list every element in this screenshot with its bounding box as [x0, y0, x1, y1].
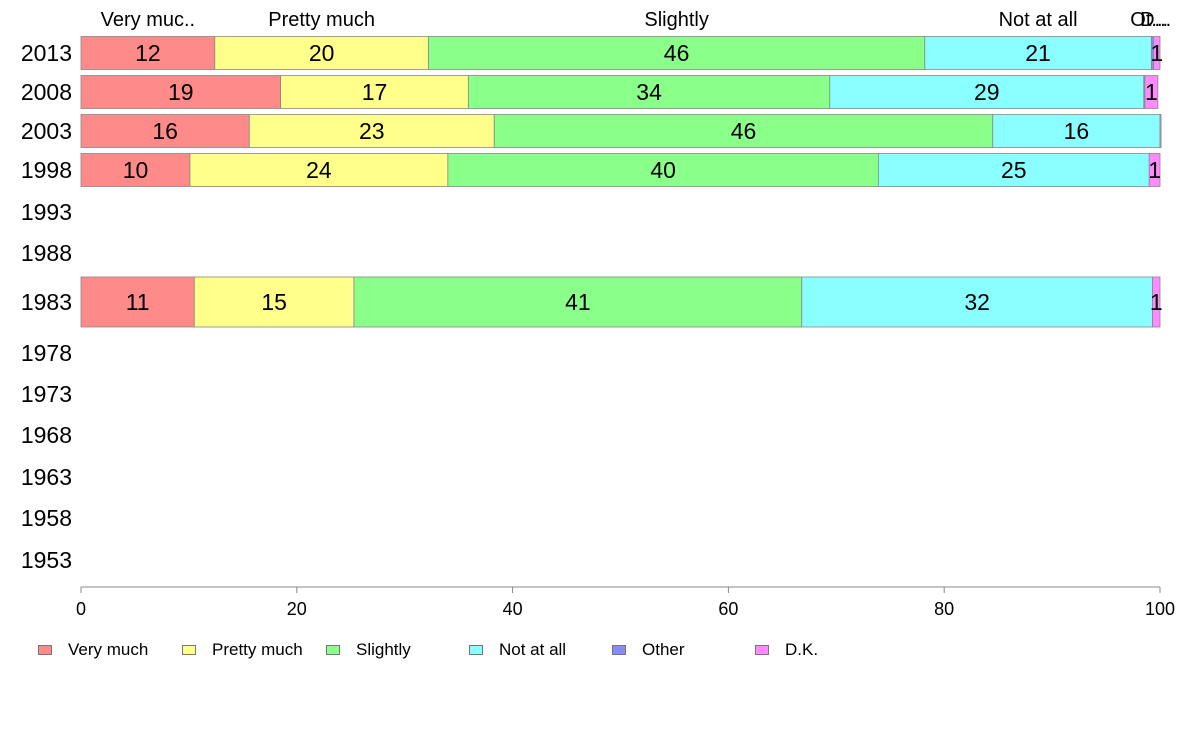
bar-segment: [80, 276, 195, 328]
x-tick-label: 40: [503, 599, 523, 619]
bar-segment: [467, 75, 831, 109]
legend-label: Slightly: [356, 640, 411, 659]
y-tick-label: 1983: [21, 289, 72, 315]
data-label: 24: [306, 157, 332, 183]
legend-swatch: [38, 645, 52, 655]
data-label: 12: [135, 40, 161, 66]
x-tick-label: 0: [76, 599, 86, 619]
data-label: 1: [1150, 40, 1163, 66]
data-label: 19: [168, 79, 194, 105]
x-tick-label: 80: [934, 599, 954, 619]
bar-segment: [877, 153, 1150, 187]
bar-segment: [353, 276, 803, 328]
bar-segment: [1144, 75, 1159, 109]
x-tick-label: 20: [287, 599, 307, 619]
top-category-label: Pretty much: [268, 9, 375, 31]
bar-segment: [80, 75, 282, 109]
data-label: 1: [1145, 79, 1158, 105]
data-label: 1: [1150, 289, 1163, 315]
y-tick-label: 1963: [21, 464, 72, 490]
legend-label: Other: [642, 640, 685, 659]
data-label: 40: [650, 157, 676, 183]
data-label: 46: [731, 118, 757, 144]
x-tick-label: 100: [1145, 599, 1175, 619]
bar-segment: [1159, 114, 1162, 148]
bar-segment: [1153, 36, 1161, 70]
legend-item: Pretty much: [182, 640, 303, 660]
legend-item: Other: [612, 640, 685, 660]
bar-segment: [214, 36, 429, 70]
x-tick-label: 60: [718, 599, 738, 619]
y-tick-label: 1988: [21, 240, 72, 266]
legend-swatch: [469, 645, 483, 655]
top-category-label: Very muc..: [101, 9, 195, 31]
data-label: 16: [152, 118, 178, 144]
data-label: 29: [974, 79, 1000, 105]
legend-swatch: [755, 645, 769, 655]
legend-swatch: [612, 645, 626, 655]
data-label: 46: [664, 40, 690, 66]
data-label: 15: [261, 289, 287, 315]
y-tick-label: 1953: [21, 547, 72, 573]
bar-segment: [80, 114, 250, 148]
data-label: 23: [359, 118, 385, 144]
y-tick-label: 1958: [21, 505, 72, 531]
legend-item: Not at all: [469, 640, 566, 660]
bar-segment: [248, 114, 495, 148]
bar-segment: [193, 276, 355, 328]
legend-label: Very much: [68, 640, 149, 659]
bar-segment: [1148, 153, 1161, 187]
top-category-label: D...: [1140, 9, 1171, 31]
data-label: 20: [309, 40, 335, 66]
data-label: 10: [123, 157, 149, 183]
bar-segment: [801, 276, 1153, 328]
legend-item: Very much: [38, 640, 148, 660]
y-tick-label: 1968: [21, 422, 72, 448]
top-category-label: Ot...: [1130, 9, 1168, 31]
y-tick-label: 2013: [21, 40, 72, 66]
bar-segment: [493, 114, 994, 148]
y-tick-label: 2008: [21, 79, 72, 105]
data-label: 11: [126, 289, 150, 315]
data-label: 34: [636, 79, 662, 105]
legend-label: D.K.: [785, 640, 819, 659]
legend-label: Pretty much: [212, 640, 303, 659]
bar-segment: [280, 75, 469, 109]
y-tick-label: 1993: [21, 199, 72, 225]
legend-item: Slightly: [326, 640, 411, 660]
data-label: 17: [362, 79, 388, 105]
bar-segment: [80, 153, 191, 187]
data-label: 41: [565, 289, 591, 315]
bar-segment: [992, 114, 1161, 148]
data-label: 25: [1001, 157, 1027, 183]
legend-swatch: [326, 645, 340, 655]
bar-segment: [189, 153, 449, 187]
legend-swatch: [182, 645, 196, 655]
data-label: 16: [1064, 118, 1090, 144]
top-category-label: Not at all: [999, 9, 1078, 31]
y-tick-label: 2003: [21, 118, 72, 144]
y-tick-label: 1998: [21, 157, 72, 183]
y-tick-label: 1973: [21, 381, 72, 407]
data-label: 32: [964, 289, 990, 315]
y-tick-label: 1978: [21, 340, 72, 366]
data-label: 1: [1148, 157, 1161, 183]
legend-item: D.K.: [755, 640, 818, 660]
stacked-bar-chart: Very muc.. Pretty much Slightly Not at all O…: [21, 9, 1175, 619]
top-category-label: Slightly: [644, 9, 708, 31]
data-label: 21: [1025, 40, 1051, 66]
bar-segment: [447, 153, 879, 187]
legend-label: Not at all: [499, 640, 567, 659]
bar-segment: [1152, 276, 1161, 328]
